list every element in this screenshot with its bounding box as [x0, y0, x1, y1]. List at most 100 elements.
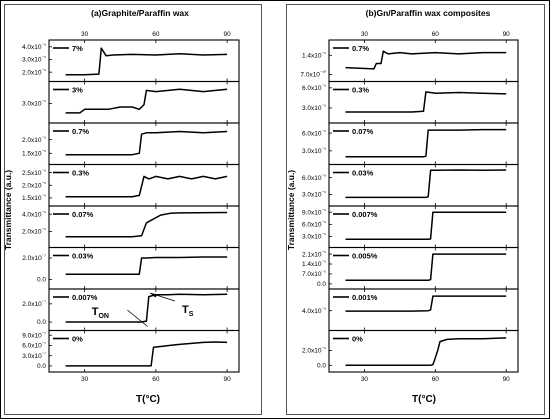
panel-2: 2.0x10⁻⁶1.5x10⁻⁶0.7% — [22, 122, 240, 166]
series-line — [65, 130, 228, 156]
y-tick-label: 3.0x10⁻⁶ — [302, 191, 326, 199]
panel-label: 7% — [72, 44, 83, 53]
series-line — [65, 175, 228, 198]
y-tick-exponent: ⁻⁷ — [42, 352, 47, 357]
y-tick-exponent: ⁻⁷ — [42, 255, 47, 260]
y-tick-base: 7.0x10 — [300, 72, 320, 79]
series-line — [65, 47, 228, 76]
x-tick-label: 60 — [152, 376, 160, 383]
y-tick-exponent: ⁻⁶ — [41, 44, 46, 49]
y-tick-label: 2.0x10⁻⁶ — [22, 69, 46, 77]
chart-a-ylabel: Transmittance (a.u.) — [3, 170, 13, 250]
y-tick-label: 4.0x10⁻⁶ — [22, 211, 46, 219]
series-line — [345, 211, 507, 241]
panel-label: 0.007% — [352, 210, 378, 219]
panel-label: 0.07% — [352, 127, 374, 136]
panel-label: 0.03% — [72, 252, 94, 261]
y-tick-exponent: ⁻⁶ — [321, 271, 326, 276]
chart-b-xlabel: T(°C) — [412, 394, 436, 405]
y-tick-base: 2.0x10 — [22, 69, 42, 76]
y-tick-label: 3.0x10⁻⁶ — [22, 56, 46, 64]
y-tick-label: 0.0 — [37, 363, 46, 370]
x-tick-label: 90 — [503, 376, 511, 383]
annotation-main: T — [182, 304, 189, 316]
annotation-on: TON — [92, 306, 109, 320]
y-tick-exponent: ⁻⁷ — [42, 342, 47, 347]
y-tick-exponent: ⁻⁶ — [41, 56, 46, 61]
y-tick-label: 4.0x10⁻⁶ — [302, 307, 326, 315]
y-tick-label: 3.0x10⁻⁶ — [302, 148, 326, 156]
x-tick-label-top: 60 — [152, 31, 160, 38]
x-tick-label: 60 — [432, 376, 440, 383]
y-tick-base: 2.0x10 — [302, 348, 322, 355]
panel-3: 6.0x10⁻⁶3.0x10⁻⁶0.03% — [302, 163, 519, 207]
y-tick-label: 2.0x10⁻⁶ — [22, 136, 46, 144]
series-line — [345, 169, 507, 199]
y-tick-label: 6.0x10⁻⁶ — [302, 85, 326, 93]
panel-frame — [328, 329, 519, 373]
y-tick-base: 3.0x10 — [302, 234, 322, 241]
y-tick-base: 3.0x10 — [302, 105, 322, 112]
y-tick-exponent: ⁻⁶ — [321, 233, 326, 238]
panel-5: 2.1x10⁻⁵1.4x10⁻⁵7.0x10⁻⁶0.00.005% — [302, 246, 519, 290]
y-tick-label: 2.0x10⁻⁶ — [22, 228, 46, 236]
y-tick-base: 2.0x10 — [22, 301, 42, 308]
y-tick-base: 4.0x10 — [22, 211, 42, 218]
y-tick-exponent: ⁻⁶ — [321, 347, 326, 352]
y-tick-label: 6.0x10⁻⁶ — [302, 174, 326, 182]
panel-label: 0.7% — [72, 127, 89, 136]
y-tick-base: 6.0x10 — [302, 130, 322, 137]
series-line — [345, 253, 507, 282]
y-tick-exponent: ⁻⁶ — [41, 211, 46, 216]
y-tick-exponent: ⁻⁶ — [41, 69, 46, 74]
y-tick-label: 6.0x10⁻⁷ — [22, 342, 46, 350]
y-tick-label: 2.0x10⁻⁶ — [22, 182, 46, 190]
y-tick-label: 7.0x10⁻¹⁰ — [300, 70, 326, 79]
x-tick-label-top: 30 — [361, 31, 369, 38]
y-tick-label: 7.0x10⁻⁶ — [302, 271, 326, 279]
y-tick-base: 2.0x10 — [22, 182, 42, 189]
panel-label: 3% — [72, 86, 83, 95]
y-tick-label: 2.0x10⁻⁶ — [302, 347, 326, 355]
y-tick-base: 0.0 — [317, 363, 326, 370]
y-tick-exponent: ⁻⁶ — [321, 130, 326, 135]
y-tick-label: 2.5x10⁻⁶ — [22, 169, 46, 177]
y-tick-label: 4.0x10⁻⁶ — [22, 44, 46, 52]
y-tick-base: 0.0 — [317, 281, 326, 288]
y-tick-base: 4.0x10 — [22, 44, 42, 51]
y-tick-exponent: ⁻⁶ — [41, 169, 46, 174]
y-tick-label: 2.1x10⁻⁵ — [302, 251, 326, 259]
series-line — [345, 295, 507, 312]
y-tick-base: 6.0x10 — [302, 175, 322, 182]
y-tick-label: 6.0x10⁻⁶ — [302, 221, 326, 229]
y-tick-exponent: ⁻⁶ — [321, 85, 326, 90]
y-tick-exponent: ⁻⁶ — [321, 307, 326, 312]
y-tick-exponent: ⁻⁷ — [42, 332, 47, 337]
annotation-s: TS — [182, 304, 194, 318]
y-tick-base: 1.4x10 — [302, 52, 322, 59]
annotation-sub: ON — [98, 313, 109, 320]
chart-b-title: (b)Gn/Paraffin wax composites — [366, 8, 491, 18]
y-tick-label: 9.0x10⁻⁶ — [302, 209, 326, 217]
series-line — [65, 341, 228, 367]
y-tick-label: 3.0x10⁻⁶ — [302, 105, 326, 113]
y-tick-label: 0.0 — [317, 363, 326, 370]
x-tick-label: 30 — [361, 376, 369, 383]
panel-label: 0.3% — [352, 86, 369, 95]
y-tick-base: 9.0x10 — [22, 332, 42, 339]
x-tick-label-top: 30 — [81, 31, 89, 38]
panel-label: 0.7% — [352, 44, 369, 53]
y-tick-base: 1.4x10 — [302, 261, 322, 268]
chart-b-frame — [286, 4, 545, 415]
y-tick-base: 2.5x10 — [22, 170, 42, 177]
panel-label: 0.001% — [352, 293, 378, 302]
y-tick-base: 4.0x10 — [302, 308, 322, 315]
x-tick-label-top: 60 — [432, 31, 440, 38]
y-tick-label: 2.0x10⁻⁷ — [22, 301, 46, 309]
y-tick-exponent: ⁻⁶ — [321, 105, 326, 110]
y-tick-exponent: ⁻⁵ — [321, 251, 326, 256]
panel-label: 0.007% — [72, 293, 98, 302]
y-tick-base: 2.0x10 — [22, 229, 42, 236]
